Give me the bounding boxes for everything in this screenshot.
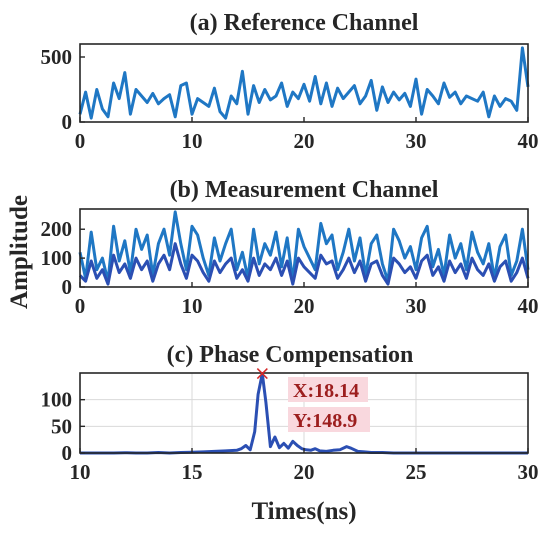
series-line: [78, 46, 530, 120]
x-axis-label-times: Times(ns): [251, 498, 356, 525]
x-tick-label: 40: [518, 129, 539, 153]
x-tick-label: 30: [518, 460, 539, 484]
y-tick-label: 500: [41, 45, 73, 69]
x-tick-label: 20: [294, 129, 315, 153]
x-tick-label: 10: [182, 129, 203, 153]
panel-b-title: (b) Measurement Channel: [170, 177, 439, 203]
y-tick-label: 0: [62, 441, 73, 465]
panel-a-title: (a) Reference Channel: [190, 10, 419, 36]
datatip-x-label: X:18.14: [293, 380, 359, 402]
x-tick-label: 0: [75, 129, 86, 153]
panel-phase-compensation: (c) Phase Compensation 10 15 20 25 30050100 …: [41, 342, 539, 484]
y-axis-label-amplitude: Amplitude: [6, 195, 33, 309]
x-tick-label: 30: [406, 129, 427, 153]
y-tick-label: 50: [51, 414, 72, 438]
x-tick-label: 40: [518, 294, 539, 318]
y-tick-label: 0: [62, 275, 73, 299]
panel-reference-channel: (a) Reference Channel 0 10 20 30 40 0 500: [41, 10, 539, 153]
series-line: [78, 210, 530, 283]
datatip-marker: [256, 368, 268, 380]
panel-c-title: (c) Phase Compensation: [167, 342, 414, 368]
y-tick-label: 100: [41, 246, 73, 270]
datatip-x-box: [288, 377, 368, 402]
x-tick-label: 20: [294, 460, 315, 484]
x-tick-label: 15: [182, 460, 203, 484]
y-tick-label: 200: [41, 217, 73, 241]
x-tick-label: 30: [406, 294, 427, 318]
x-tick-label: 0: [75, 294, 86, 318]
x-tick-label: 20: [294, 294, 315, 318]
datatip-y-box: [288, 407, 370, 432]
x-tick-label: 10: [70, 460, 91, 484]
series-line: [78, 242, 530, 286]
x-tick-label: 25: [406, 460, 427, 484]
datatip-y-label: Y:148.9: [293, 410, 357, 432]
y-tick-label: 100: [41, 388, 73, 412]
y-tick-label: 0: [62, 110, 73, 134]
x-tick-label: 10: [182, 294, 203, 318]
